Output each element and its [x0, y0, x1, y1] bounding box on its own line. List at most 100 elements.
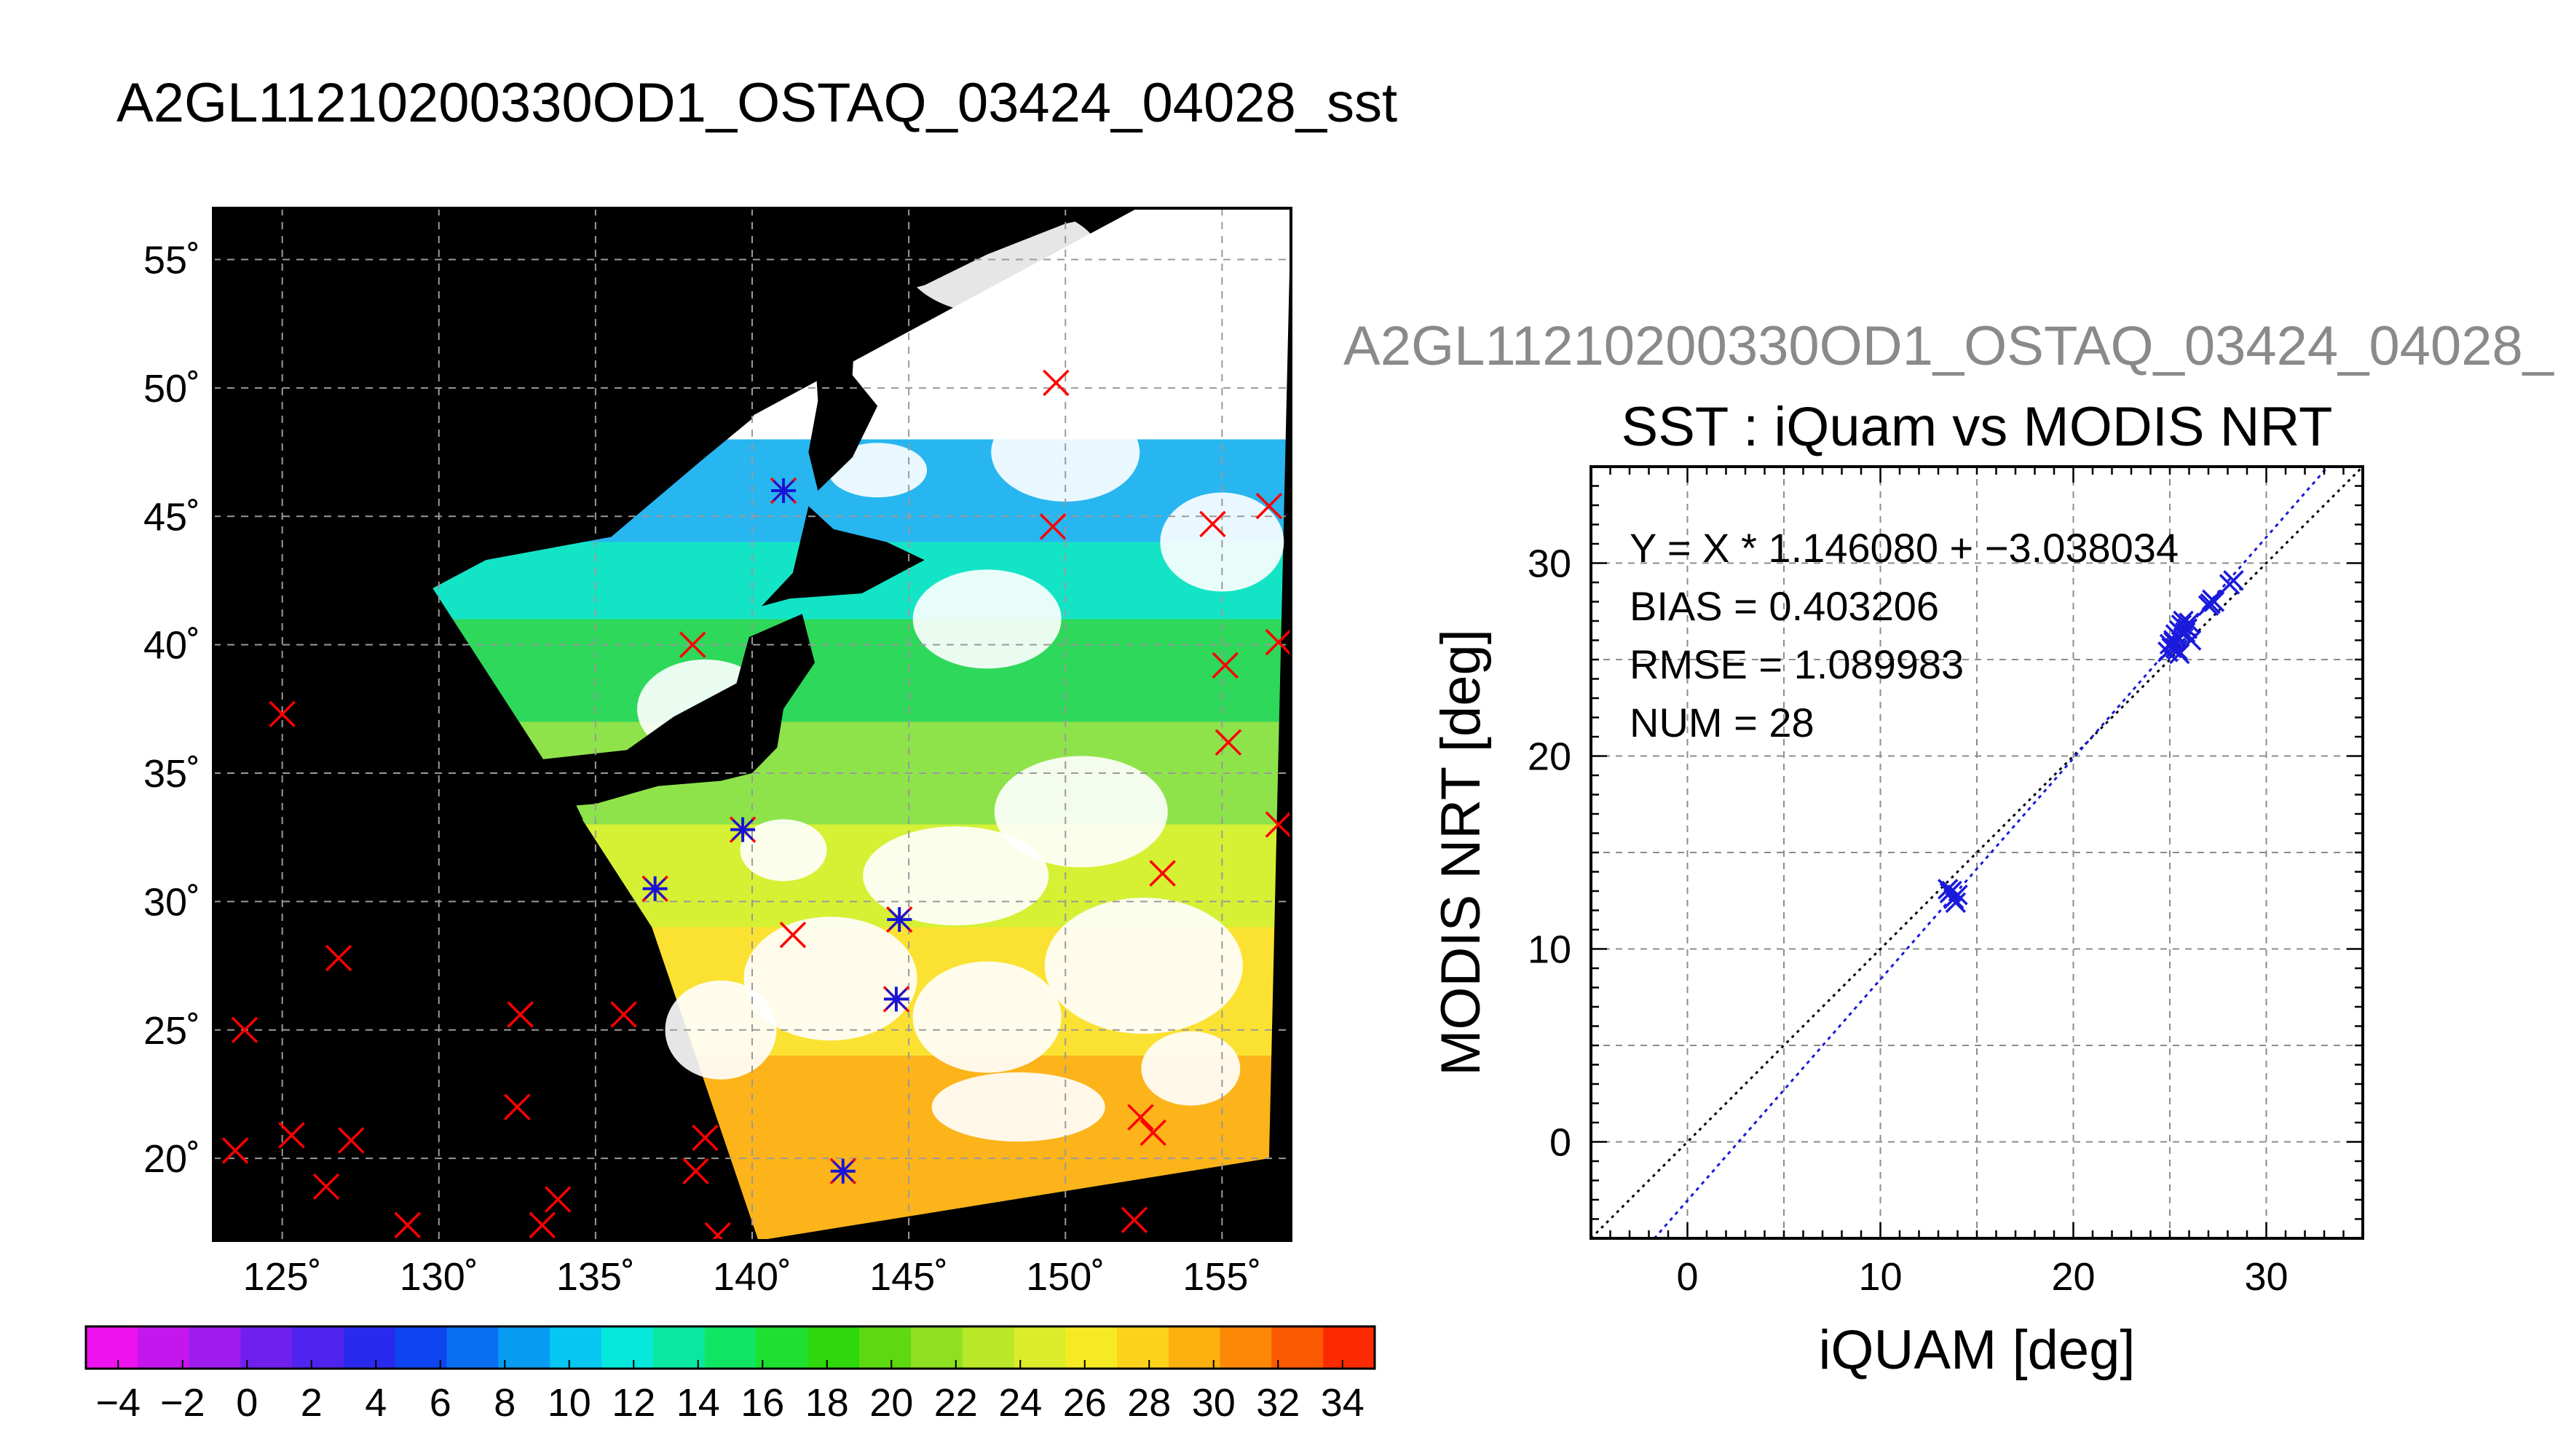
- unmatched-marker: [1265, 811, 1291, 838]
- cloud-patch: [991, 403, 1140, 502]
- colorbar-segment: [652, 1326, 706, 1369]
- lon-tick-label: 145˚: [869, 1255, 948, 1299]
- matched-marker: [882, 986, 910, 1013]
- colorbar-segment: [137, 1326, 190, 1369]
- scatter-point: [2200, 593, 2221, 614]
- cloud-patch: [1141, 1031, 1241, 1106]
- colorbar-segment: [189, 1326, 241, 1369]
- unmatched-marker: [704, 1222, 731, 1241]
- unmatched-marker: [278, 1122, 305, 1149]
- x-tick-label: 30: [2244, 1255, 2288, 1299]
- unmatched-marker: [1265, 628, 1291, 656]
- y-tick-label: 20: [1528, 735, 1571, 779]
- unmatched-marker: [325, 944, 352, 972]
- colorbar-tick-label: 0: [236, 1381, 258, 1425]
- unmatched-marker: [679, 631, 706, 658]
- matched-marker: [829, 1158, 857, 1184]
- lat-tick-label: 50˚: [143, 367, 200, 411]
- colorbar-segment: [807, 1326, 860, 1369]
- colorbar-segment: [756, 1326, 808, 1369]
- landmass: [761, 506, 925, 606]
- y-tick-label: 0: [1549, 1121, 1571, 1165]
- scatter-points: [1938, 570, 2244, 914]
- sst-colorbar: −4 −2 0 2 4 6 8 10 12 14 16 18 20 22 24 26 28 30 32 34: [84, 1325, 1376, 1425]
- unmatched-marker: [504, 1093, 531, 1120]
- lat-tick-label: 45˚: [143, 495, 200, 539]
- cloud-patch: [743, 917, 917, 1041]
- cloud-patch: [1044, 898, 1243, 1034]
- cloud-patch: [665, 980, 777, 1080]
- matched-marker: [641, 875, 668, 902]
- rmse-value: RMSE = 1.089983: [1630, 641, 1964, 687]
- x-axis-label: iQUAM [deg]: [1818, 1319, 2135, 1381]
- colorbar-segment: [344, 1326, 396, 1369]
- scatter-header: A2GL11210200330OD1_OSTAQ_03424_04028_s: [1343, 315, 2555, 377]
- colorbar-tick-label: 28: [1127, 1381, 1171, 1425]
- regression-line: [1653, 467, 2330, 1238]
- colorbar-segment: [601, 1326, 654, 1369]
- lat-tick-label: 35˚: [143, 752, 200, 796]
- unmatched-marker: [231, 1016, 258, 1043]
- colorbar-segment: [704, 1326, 757, 1369]
- unmatched-marker: [269, 700, 296, 728]
- colorbar-segment: [446, 1326, 499, 1369]
- num-value: NUM = 28: [1630, 700, 1814, 745]
- lon-tick-label: 150˚: [1026, 1255, 1105, 1299]
- unmatched-marker: [1255, 492, 1283, 520]
- lat-tick-label: 25˚: [143, 1009, 200, 1053]
- colorbar-tick-label: 12: [612, 1381, 655, 1425]
- matchup-markers: [221, 369, 1291, 1241]
- lon-tick-label: 130˚: [400, 1255, 478, 1299]
- unmatched-marker: [610, 1001, 637, 1028]
- colorbar-segment: [1323, 1326, 1375, 1369]
- unmatched-marker: [779, 922, 807, 949]
- colorbar-tick-label: 14: [676, 1381, 720, 1425]
- landmass: [213, 208, 1138, 588]
- colorbar-segment: [962, 1326, 1014, 1369]
- x-tick-label: 10: [1858, 1255, 1902, 1299]
- cloud-patch: [740, 819, 827, 882]
- map-border: [212, 207, 1292, 1242]
- scatter-point: [2169, 643, 2190, 665]
- matched-marker: [770, 477, 797, 505]
- unmatched-marker: [1215, 729, 1242, 756]
- unmatched-marker: [1140, 1119, 1166, 1147]
- lon-tick-label: 125˚: [243, 1255, 322, 1299]
- lat-tick-label: 30˚: [143, 880, 200, 924]
- colorbar-segment: [1117, 1326, 1169, 1369]
- unmatched-marker: [1212, 652, 1239, 679]
- colorbar-segment: [550, 1326, 602, 1369]
- cloud-patch: [912, 569, 1062, 669]
- colorbar-segment: [859, 1326, 912, 1369]
- colorbar-tick-label: 34: [1321, 1381, 1365, 1425]
- colorbar-tick-label: 6: [430, 1381, 451, 1425]
- unmatched-marker: [692, 1124, 719, 1152]
- scatter-point: [2203, 591, 2225, 612]
- unmatched-marker: [1149, 860, 1176, 887]
- colorbar-tick-label: −4: [95, 1381, 141, 1425]
- unmatched-marker: [1043, 369, 1070, 397]
- scatter-point: [2223, 570, 2244, 591]
- colorbar-tick-label: 24: [998, 1381, 1042, 1425]
- landmass: [808, 277, 878, 491]
- colorbar-segment: [1168, 1326, 1221, 1369]
- cloud-patch: [1057, 249, 1231, 398]
- matched-marker: [729, 816, 757, 843]
- colorbar-tick-label: 26: [1063, 1381, 1107, 1425]
- scatter-point: [2163, 630, 2184, 651]
- unmatched-marker: [1121, 1206, 1148, 1234]
- colorbar-segment: [240, 1326, 293, 1369]
- cloud-patch: [912, 961, 1062, 1073]
- cloud-layer: [636, 208, 1284, 1142]
- colorbar-segment: [395, 1326, 448, 1369]
- scatter-title: SST : iQuam vs MODIS NRT: [1622, 396, 2333, 458]
- unmatched-marker: [1199, 510, 1226, 538]
- colorbar-segment: [292, 1326, 344, 1369]
- unmatched-marker: [682, 1158, 709, 1184]
- unmatched-marker: [1127, 1104, 1154, 1131]
- colorbar-segment: [498, 1326, 550, 1369]
- unmatched-marker: [1039, 513, 1067, 540]
- colorbar-tick-label: 2: [301, 1381, 323, 1425]
- colorbar-segment: [1065, 1326, 1118, 1369]
